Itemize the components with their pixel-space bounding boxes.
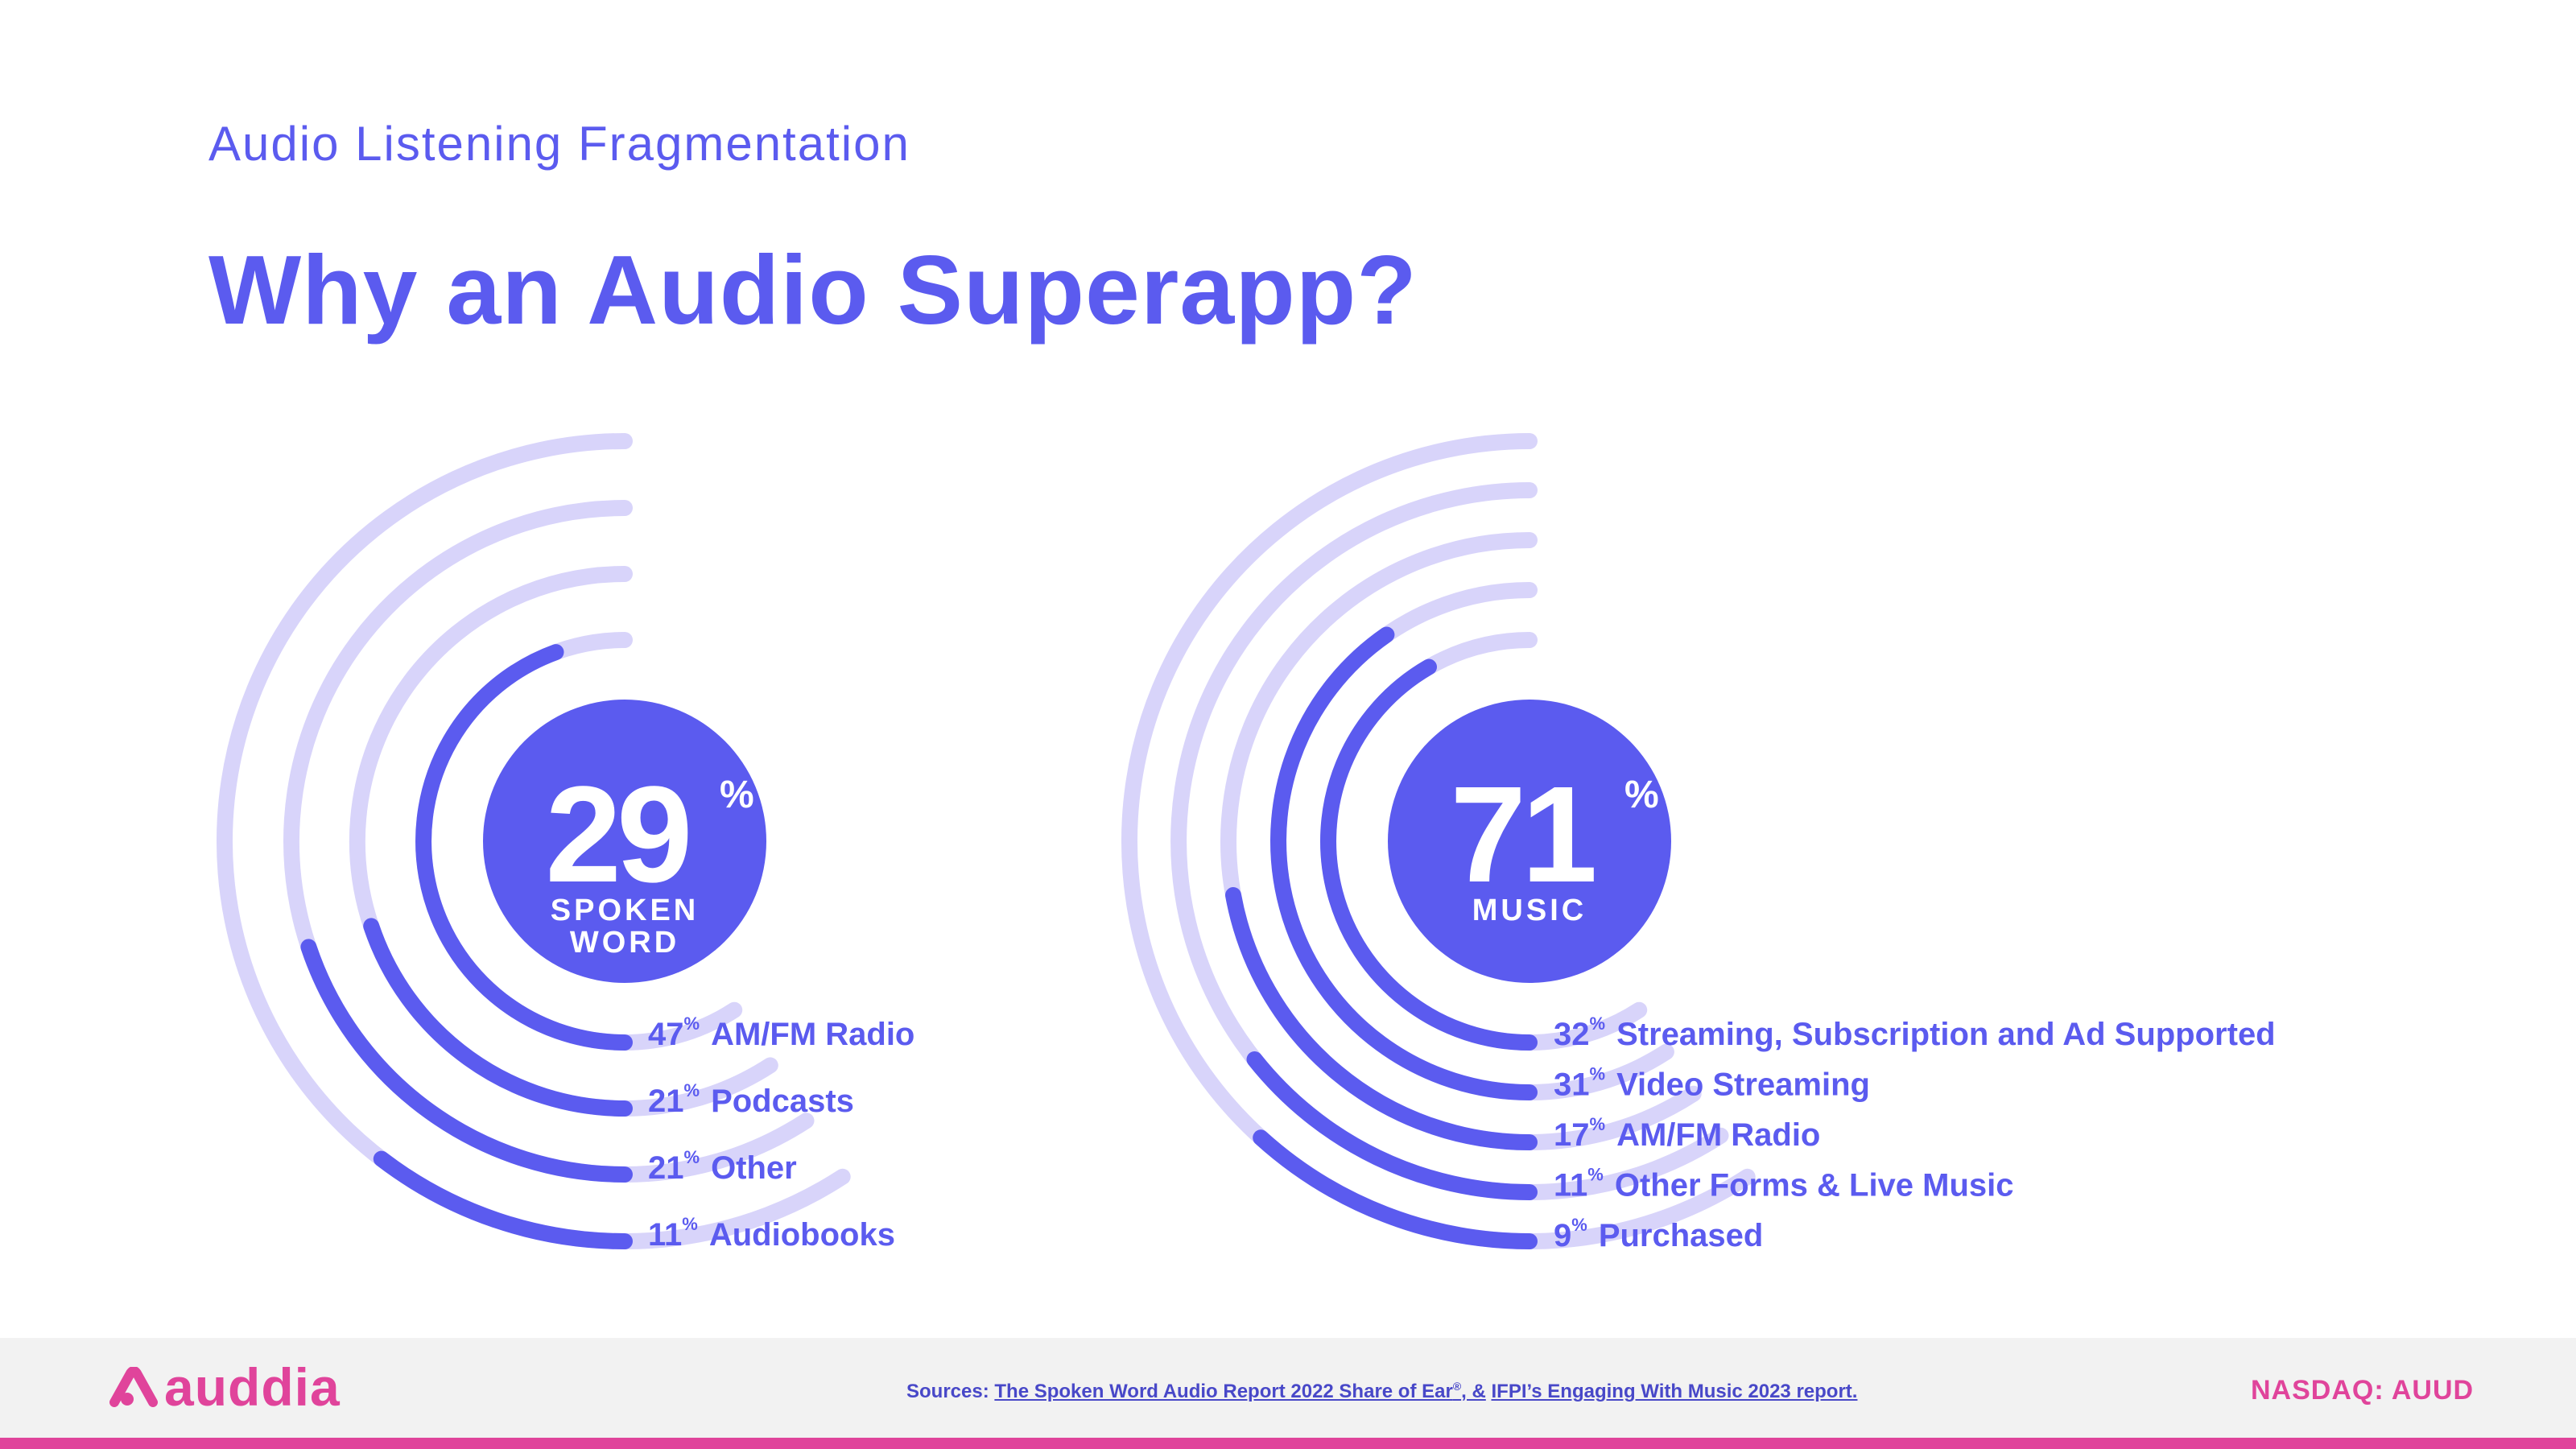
value-unit: % <box>684 1147 700 1167</box>
logo[interactable]: auddia <box>109 1356 341 1418</box>
sources-prefix: Sources: <box>906 1381 989 1402</box>
bar-audiobooks <box>373 1150 633 1249</box>
value-label: 17 <box>1554 1117 1590 1153</box>
value-label: 32 <box>1554 1017 1590 1052</box>
value-unit: % <box>1590 1013 1606 1034</box>
center-label: WORD <box>570 926 679 960</box>
page-subtitle: Audio Listening Fragmentation <box>208 117 910 171</box>
value-unit: % <box>1587 1164 1604 1184</box>
value-label: 11 <box>648 1217 682 1253</box>
value-unit: % <box>684 1013 700 1034</box>
data-label: 31% Video Streaming <box>1554 1063 1870 1102</box>
value-unit: % <box>1571 1215 1587 1235</box>
bar-am-fm-radio <box>1225 887 1538 1150</box>
value-label: 21 <box>648 1084 684 1119</box>
category-label: Streaming, Subscription and Ad Supported <box>1616 1017 2276 1052</box>
value-label: 47 <box>648 1017 684 1052</box>
center-unit: % <box>1624 774 1659 816</box>
category-label: Podcasts <box>711 1084 854 1119</box>
center-value: 71 <box>1450 758 1594 911</box>
nasdaq-ticker: NASDAQ: AUUD <box>2251 1375 2475 1406</box>
sources-note: Sources: The Spoken Word Audio Report 20… <box>906 1380 1857 1403</box>
bar-am-fm-radio <box>415 644 633 1051</box>
center-label: MUSIC <box>1472 894 1587 927</box>
data-label: 9% Purchased <box>1554 1215 1763 1253</box>
bar-podcasts <box>363 918 633 1117</box>
category-label: Video Streaming <box>1616 1067 1870 1102</box>
category-label: Purchased <box>1599 1218 1764 1253</box>
radial-chart-music: 32% Streaming, Subscription and Ad Suppor… <box>1121 433 2276 1253</box>
data-label: 11% Audiobooks <box>648 1214 895 1253</box>
bar-purchased <box>1253 1129 1538 1249</box>
source-link-ifpi[interactable]: IFPI’s Engaging With Music 2023 report. <box>1491 1381 1858 1402</box>
value-label: 31 <box>1554 1067 1590 1102</box>
bar-other-forms-live-music <box>1246 1051 1538 1200</box>
center-unit: % <box>720 774 754 816</box>
radial-chart-spoken: 47% AM/FM Radio 21% Podcasts 21% Other 11% Audi… <box>217 433 914 1253</box>
auddia-logo-icon <box>109 1367 158 1407</box>
page-title: Why an Audio Superapp? <box>208 235 1418 345</box>
footer <box>0 1338 2576 1449</box>
data-label: 21% Other <box>648 1147 797 1186</box>
bar-streaming-subscription-and-ad-supported <box>1320 658 1538 1051</box>
category-label: AM/FM Radio <box>1616 1117 1820 1153</box>
category-label: Audiobooks <box>709 1217 895 1253</box>
value-unit: % <box>1590 1063 1606 1084</box>
center-label: SPOKEN <box>551 894 699 927</box>
bar-video-streaming <box>1270 626 1538 1100</box>
center-value: 29 <box>545 758 688 911</box>
footer-accent-bar <box>0 1438 2576 1449</box>
bar-other <box>300 939 633 1183</box>
data-label: 21% Podcasts <box>648 1080 854 1119</box>
data-label: 17% AM/FM Radio <box>1554 1114 1820 1153</box>
data-label: 32% Streaming, Subscription and Ad Suppor… <box>1554 1013 2276 1052</box>
value-unit: % <box>684 1080 700 1100</box>
data-label: 47% AM/FM Radio <box>648 1013 914 1052</box>
value-unit: % <box>682 1214 698 1234</box>
center-circle <box>1388 700 1671 983</box>
radial-charts: 47% AM/FM Radio 21% Podcasts 21% Other 11% Audi… <box>217 433 2276 1253</box>
value-label: 11 <box>1554 1167 1587 1203</box>
source-link-spoken-word[interactable]: The Spoken Word Audio Report 2022 Share … <box>994 1380 1486 1402</box>
center-circle <box>483 700 766 983</box>
value-label: 21 <box>648 1150 684 1186</box>
category-label: Other <box>711 1150 797 1186</box>
logo-text: auddia <box>164 1357 341 1417</box>
data-label: 11% Other Forms & Live Music <box>1554 1164 2014 1203</box>
value-label: 9 <box>1554 1218 1571 1253</box>
category-label: AM/FM Radio <box>711 1017 914 1052</box>
category-label: Other Forms & Live Music <box>1615 1167 2014 1203</box>
value-unit: % <box>1590 1114 1606 1134</box>
